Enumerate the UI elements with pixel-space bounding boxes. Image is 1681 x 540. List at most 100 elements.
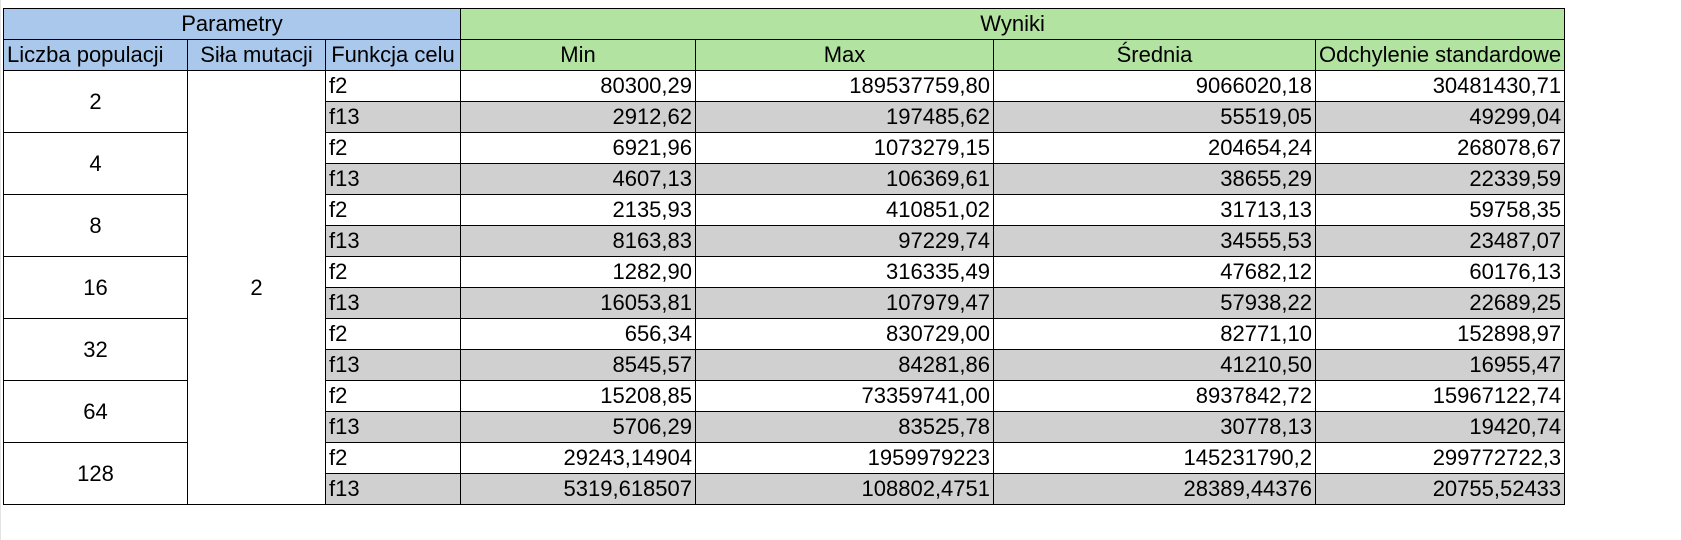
mean-cell[interactable]: 31713,13: [993, 194, 1316, 226]
min-cell[interactable]: 16053,81: [460, 287, 696, 319]
mean-cell[interactable]: 30778,13: [993, 411, 1316, 443]
population-cell[interactable]: 2: [3, 70, 188, 133]
std-cell[interactable]: 16955,47: [1314, 349, 1566, 381]
results-table: Parametry Wyniki Liczba populacji Siła m…: [3, 8, 1566, 505]
function-cell[interactable]: f13: [325, 163, 461, 195]
function-cell[interactable]: f2: [325, 256, 461, 288]
max-cell[interactable]: 106369,61: [695, 163, 994, 195]
function-cell[interactable]: f2: [325, 194, 461, 226]
function-cell[interactable]: f13: [325, 287, 461, 319]
std-cell[interactable]: 23487,07: [1314, 225, 1566, 257]
table-row: 8 f2 2135,93 410851,02 31713,13 59758,35: [3, 194, 1566, 257]
min-cell[interactable]: 4607,13: [460, 163, 696, 195]
table-row: 2 2 f2 80300,29 189537759,80 9066020,18 304814…: [3, 70, 1566, 505]
mean-cell[interactable]: 8937842,72: [993, 380, 1316, 412]
std-cell[interactable]: 268078,67: [1314, 132, 1566, 164]
results-group-header[interactable]: Wyniki: [459, 8, 1566, 40]
std-cell[interactable]: 60176,13: [1314, 256, 1566, 288]
mean-cell[interactable]: 55519,05: [993, 101, 1316, 133]
population-cell[interactable]: 64: [3, 380, 188, 443]
std-cell[interactable]: 30481430,71: [1314, 70, 1566, 102]
std-cell[interactable]: 59758,35: [1314, 194, 1566, 226]
max-cell[interactable]: 189537759,80: [695, 70, 994, 102]
std-cell[interactable]: 49299,04: [1314, 101, 1566, 133]
function-cell[interactable]: f2: [325, 132, 461, 164]
population-cell[interactable]: 4: [3, 132, 188, 195]
function-cell[interactable]: f13: [325, 349, 461, 381]
max-cell[interactable]: 1959979223: [695, 442, 994, 474]
population-cell[interactable]: 128: [3, 442, 188, 505]
min-cell[interactable]: 656,34: [460, 318, 696, 350]
std-cell[interactable]: 22339,59: [1314, 163, 1566, 195]
table-row: f13 8545,57 84281,86 41210,50 16955,47: [4, 349, 1566, 381]
std-cell[interactable]: 152898,97: [1314, 318, 1566, 350]
function-cell[interactable]: f2: [325, 70, 461, 102]
table-row: f13 8163,83 97229,74 34555,53 23487,07: [4, 225, 1566, 257]
mean-cell[interactable]: 82771,10: [993, 318, 1316, 350]
min-cell[interactable]: 1282,90: [460, 256, 696, 288]
table-row: 32 f2 656,34 830729,00 82771,10 152898,97: [3, 318, 1566, 381]
function-cell[interactable]: f13: [325, 225, 461, 257]
function-column-header[interactable]: Funkcja celu: [325, 39, 461, 71]
min-cell[interactable]: 6921,96: [460, 132, 696, 164]
max-cell[interactable]: 197485,62: [695, 101, 994, 133]
max-cell[interactable]: 107979,47: [695, 287, 994, 319]
std-cell[interactable]: 20755,52433: [1314, 473, 1566, 505]
mean-cell[interactable]: 145231790,2: [993, 442, 1316, 474]
mean-cell[interactable]: 57938,22: [993, 287, 1316, 319]
min-cell[interactable]: 2135,93: [460, 194, 696, 226]
parameters-group-header[interactable]: Parametry: [3, 8, 461, 40]
std-column-header[interactable]: Odchylenie standardowe: [1314, 39, 1566, 71]
min-cell[interactable]: 2912,62: [460, 101, 696, 133]
max-cell[interactable]: 83525,78: [695, 411, 994, 443]
group-header-row: Parametry Wyniki: [3, 8, 1566, 40]
function-cell[interactable]: f2: [325, 380, 461, 412]
std-cell[interactable]: 15967122,74: [1314, 380, 1566, 412]
std-cell[interactable]: 22689,25: [1314, 287, 1566, 319]
function-cell[interactable]: f13: [325, 101, 461, 133]
mutation-strength-cell[interactable]: 2: [187, 70, 326, 505]
mean-cell[interactable]: 34555,53: [993, 225, 1316, 257]
min-column-header[interactable]: Min: [460, 39, 696, 71]
population-column-header[interactable]: Liczba populacji: [3, 39, 188, 71]
table-row: 4 f2 6921,96 1073279,15 204654,24 268078,67: [3, 132, 1566, 195]
population-cell[interactable]: 16: [3, 256, 188, 319]
std-cell[interactable]: 19420,74: [1314, 411, 1566, 443]
mean-cell[interactable]: 9066020,18: [993, 70, 1316, 102]
table-row: f13 5319,618507 108802,4751 28389,44376 2075…: [4, 473, 1566, 505]
min-cell[interactable]: 29243,14904: [460, 442, 696, 474]
max-cell[interactable]: 830729,00: [695, 318, 994, 350]
function-cell[interactable]: f13: [325, 473, 461, 505]
population-cell[interactable]: 8: [3, 194, 188, 257]
max-cell[interactable]: 108802,4751: [695, 473, 994, 505]
function-cell[interactable]: f2: [325, 318, 461, 350]
max-cell[interactable]: 410851,02: [695, 194, 994, 226]
results-table-body: 2 2 f2 80300,29 189537759,80 9066020,18 304814…: [3, 70, 1566, 505]
max-cell[interactable]: 73359741,00: [695, 380, 994, 412]
std-cell[interactable]: 299772722,3: [1314, 442, 1566, 474]
function-cell[interactable]: f13: [325, 411, 461, 443]
mean-cell[interactable]: 28389,44376: [993, 473, 1316, 505]
mean-cell[interactable]: 47682,12: [993, 256, 1316, 288]
min-cell[interactable]: 15208,85: [460, 380, 696, 412]
min-cell[interactable]: 80300,29: [460, 70, 696, 102]
max-column-header[interactable]: Max: [695, 39, 994, 71]
mutation-column-header[interactable]: Siła mutacji: [187, 39, 326, 71]
min-cell[interactable]: 5319,618507: [460, 473, 696, 505]
min-cell[interactable]: 8163,83: [460, 225, 696, 257]
max-cell[interactable]: 97229,74: [695, 225, 994, 257]
population-cell[interactable]: 32: [3, 318, 188, 381]
function-cell[interactable]: f2: [325, 442, 461, 474]
max-cell[interactable]: 84281,86: [695, 349, 994, 381]
mean-cell[interactable]: 38655,29: [993, 163, 1316, 195]
max-cell[interactable]: 316335,49: [695, 256, 994, 288]
column-header-row: Liczba populacji Siła mutacji Funkcja ce…: [3, 39, 1566, 71]
max-cell[interactable]: 1073279,15: [695, 132, 994, 164]
min-cell[interactable]: 5706,29: [460, 411, 696, 443]
mean-cell[interactable]: 41210,50: [993, 349, 1316, 381]
table-row: 128 f2 29243,14904 1959979223 145231790,2 299…: [3, 442, 1566, 505]
min-cell[interactable]: 8545,57: [460, 349, 696, 381]
table-row: 64 f2 15208,85 73359741,00 8937842,72 1596712…: [3, 380, 1566, 443]
mean-cell[interactable]: 204654,24: [993, 132, 1316, 164]
mean-column-header[interactable]: Średnia: [993, 39, 1316, 71]
